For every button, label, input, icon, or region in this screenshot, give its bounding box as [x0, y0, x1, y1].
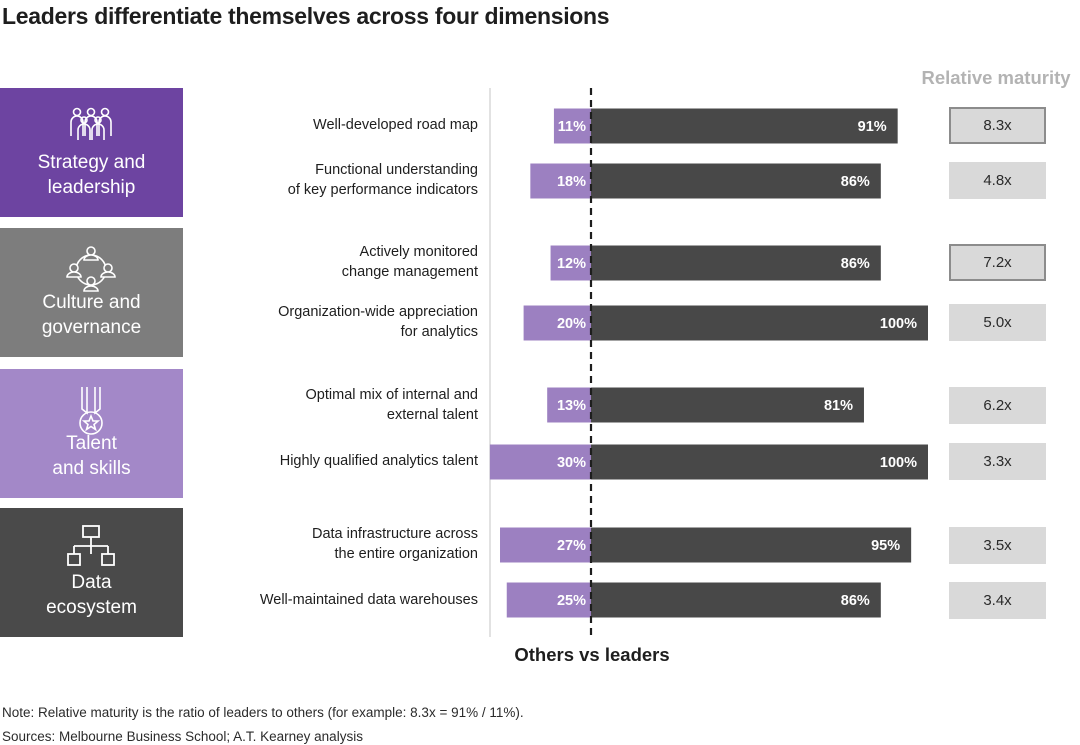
relative-maturity-box: 3.4x: [949, 582, 1046, 619]
people-group-icon: [70, 107, 112, 140]
sources-text: Sources: Melbourne Business School; A.T.…: [2, 729, 363, 744]
row-label: Optimal mix of internal and external tal…: [305, 387, 478, 423]
others-bar: [506, 582, 591, 618]
others-bar-label: 20%: [557, 316, 586, 332]
leaders-bar-label: 100%: [880, 316, 917, 332]
dimension-culture: Culture and governance: [0, 228, 183, 357]
leaders-bar-label: 81%: [824, 398, 853, 414]
dimension-strategy: Strategy and leadership: [0, 88, 183, 217]
chart-title: Leaders differentiate themselves across …: [2, 3, 610, 29]
leaders-bar: [591, 527, 912, 563]
leaders-bar: [591, 305, 928, 341]
org-chart-icon: [67, 525, 115, 566]
leaders-bar: [591, 245, 881, 281]
dimension-label: Culture and governance: [41, 292, 142, 338]
network-people-icon: [66, 246, 116, 292]
others-bar: [547, 387, 591, 423]
row-label: Organization-wide appreciation for analy…: [278, 304, 478, 340]
others-bar: [500, 527, 591, 563]
others-bar-label: 12%: [557, 256, 586, 272]
leaders-bar: [591, 163, 881, 199]
others-bar-label: 25%: [557, 593, 586, 609]
row-label: Well-developed road map: [313, 117, 478, 133]
relative-maturity-box: 3.5x: [949, 527, 1046, 564]
leaders-bar-label: 91%: [858, 119, 887, 135]
relative-maturity-box: 8.3x: [949, 107, 1046, 144]
dimension-label: Strategy and leadership: [37, 152, 146, 198]
leaders-bar-label: 100%: [880, 455, 917, 471]
medal-icon: [79, 387, 103, 435]
axis-label: Others vs leaders: [514, 644, 670, 665]
row-label: Actively monitored change management: [341, 244, 478, 280]
leaders-bar: [591, 387, 864, 423]
leaders-bar: [591, 444, 928, 480]
others-bar: [489, 444, 591, 480]
dimension-label: Data ecosystem: [46, 572, 137, 618]
others-bar-label: 30%: [557, 455, 586, 471]
leaders-bar-label: 86%: [841, 593, 870, 609]
relative-maturity-box: 3.3x: [949, 443, 1046, 480]
dimension-talent: Talent and skills: [0, 369, 183, 498]
row-label: Well-maintained data warehouses: [259, 592, 478, 608]
relative-maturity-header: Relative maturity: [921, 67, 1071, 88]
leaders-bar-label: 95%: [871, 538, 900, 554]
note-text: Note: Relative maturity is the ratio of …: [2, 705, 524, 720]
others-bar-label: 18%: [557, 174, 586, 190]
row-label: Highly qualified analytics talent: [279, 453, 478, 469]
others-bar: [523, 305, 591, 341]
dimension-data: Data ecosystem: [0, 508, 183, 637]
others-bar-label: 13%: [557, 398, 586, 414]
row-label: Functional understanding of key performa…: [287, 162, 478, 198]
leaders-bar: [591, 108, 898, 144]
leaders-bar: [591, 582, 881, 618]
leaders-bar-label: 86%: [841, 256, 870, 272]
row-label: Data infrastructure across the entire or…: [311, 526, 478, 562]
relative-maturity-box: 7.2x: [949, 244, 1046, 281]
others-bar-label: 11%: [558, 119, 586, 135]
others-bar: [530, 163, 591, 199]
relative-maturity-box: 4.8x: [949, 162, 1046, 199]
leaders-bar-label: 86%: [841, 174, 870, 190]
relative-maturity-box: 5.0x: [949, 304, 1046, 341]
relative-maturity-box: 6.2x: [949, 387, 1046, 424]
others-bar-label: 27%: [557, 538, 586, 554]
dimension-label: Talent and skills: [52, 433, 131, 479]
others-bar: [553, 108, 591, 144]
others-bar: [550, 245, 591, 281]
